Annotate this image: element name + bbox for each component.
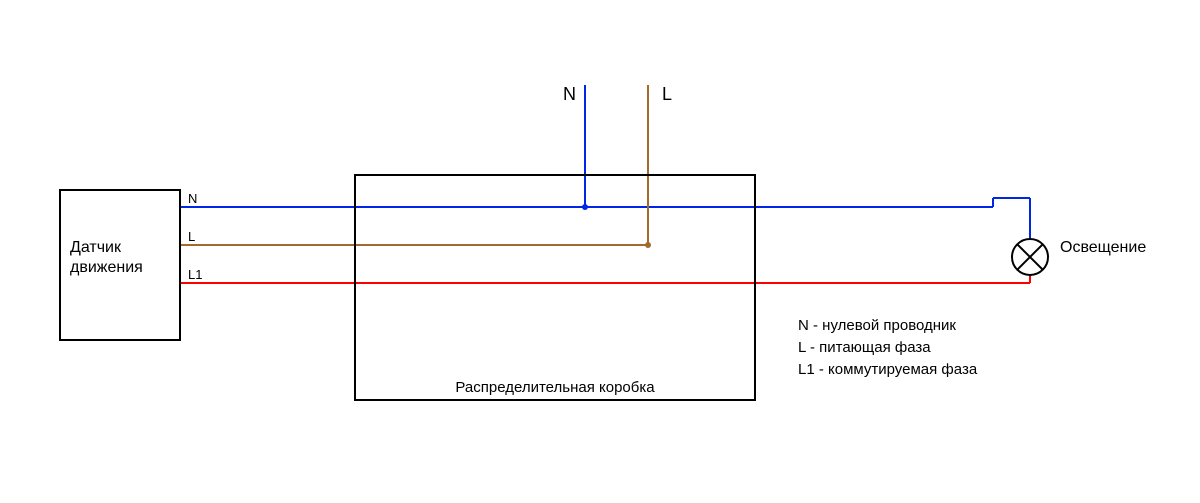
label-l-side: L <box>188 229 195 244</box>
junction-box-caption: Распределительная коробка <box>455 379 655 396</box>
junction-box <box>355 175 755 400</box>
motion-sensor-label-2: движения <box>70 259 143 276</box>
junction-dot-l <box>645 242 651 248</box>
label-l1-side: L1 <box>188 267 202 282</box>
label-l-top: L <box>662 84 672 104</box>
junction-dot-n <box>582 204 588 210</box>
label-n-side: N <box>188 191 197 206</box>
lamp-icon <box>1012 239 1048 275</box>
wiring-diagram: Датчик движения Распределительная коробк… <box>0 0 1200 503</box>
motion-sensor-label-1: Датчик <box>70 239 122 256</box>
legend-n: N - нулевой проводник <box>798 317 956 334</box>
label-n-top: N <box>563 84 576 104</box>
lamp-caption: Освещение <box>1060 239 1146 256</box>
legend-l: L - питающая фаза <box>798 339 931 356</box>
legend-l1: L1 - коммутируемая фаза <box>798 361 978 378</box>
